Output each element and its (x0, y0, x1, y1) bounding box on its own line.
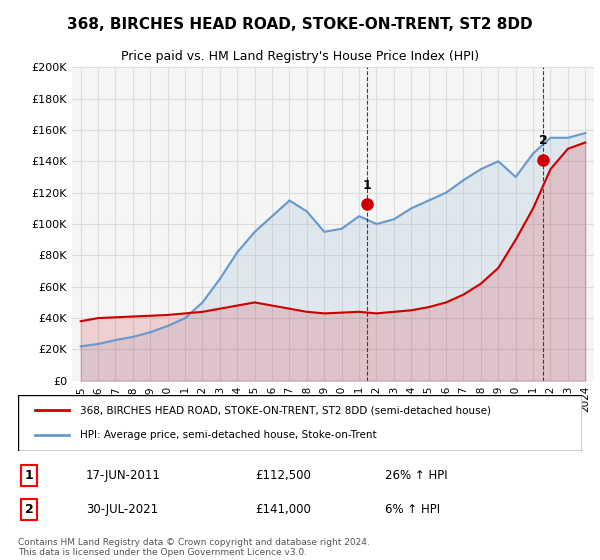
Text: Contains HM Land Registry data © Crown copyright and database right 2024.
This d: Contains HM Land Registry data © Crown c… (18, 538, 370, 557)
FancyBboxPatch shape (18, 395, 582, 451)
Text: HPI: Average price, semi-detached house, Stoke-on-Trent: HPI: Average price, semi-detached house,… (80, 430, 377, 440)
Text: 17-JUN-2011: 17-JUN-2011 (86, 469, 161, 482)
Text: 368, BIRCHES HEAD ROAD, STOKE-ON-TRENT, ST2 8DD (semi-detached house): 368, BIRCHES HEAD ROAD, STOKE-ON-TRENT, … (80, 405, 491, 416)
Text: £112,500: £112,500 (255, 469, 311, 482)
Text: 368, BIRCHES HEAD ROAD, STOKE-ON-TRENT, ST2 8DD: 368, BIRCHES HEAD ROAD, STOKE-ON-TRENT, … (67, 17, 533, 32)
Text: 26% ↑ HPI: 26% ↑ HPI (385, 469, 447, 482)
Text: 2: 2 (539, 134, 548, 147)
Text: 1: 1 (25, 469, 34, 482)
Text: £141,000: £141,000 (255, 503, 311, 516)
Text: 30-JUL-2021: 30-JUL-2021 (86, 503, 158, 516)
Text: 6% ↑ HPI: 6% ↑ HPI (385, 503, 440, 516)
Text: 1: 1 (363, 179, 371, 192)
Text: Price paid vs. HM Land Registry's House Price Index (HPI): Price paid vs. HM Land Registry's House … (121, 50, 479, 63)
Text: 2: 2 (25, 503, 34, 516)
